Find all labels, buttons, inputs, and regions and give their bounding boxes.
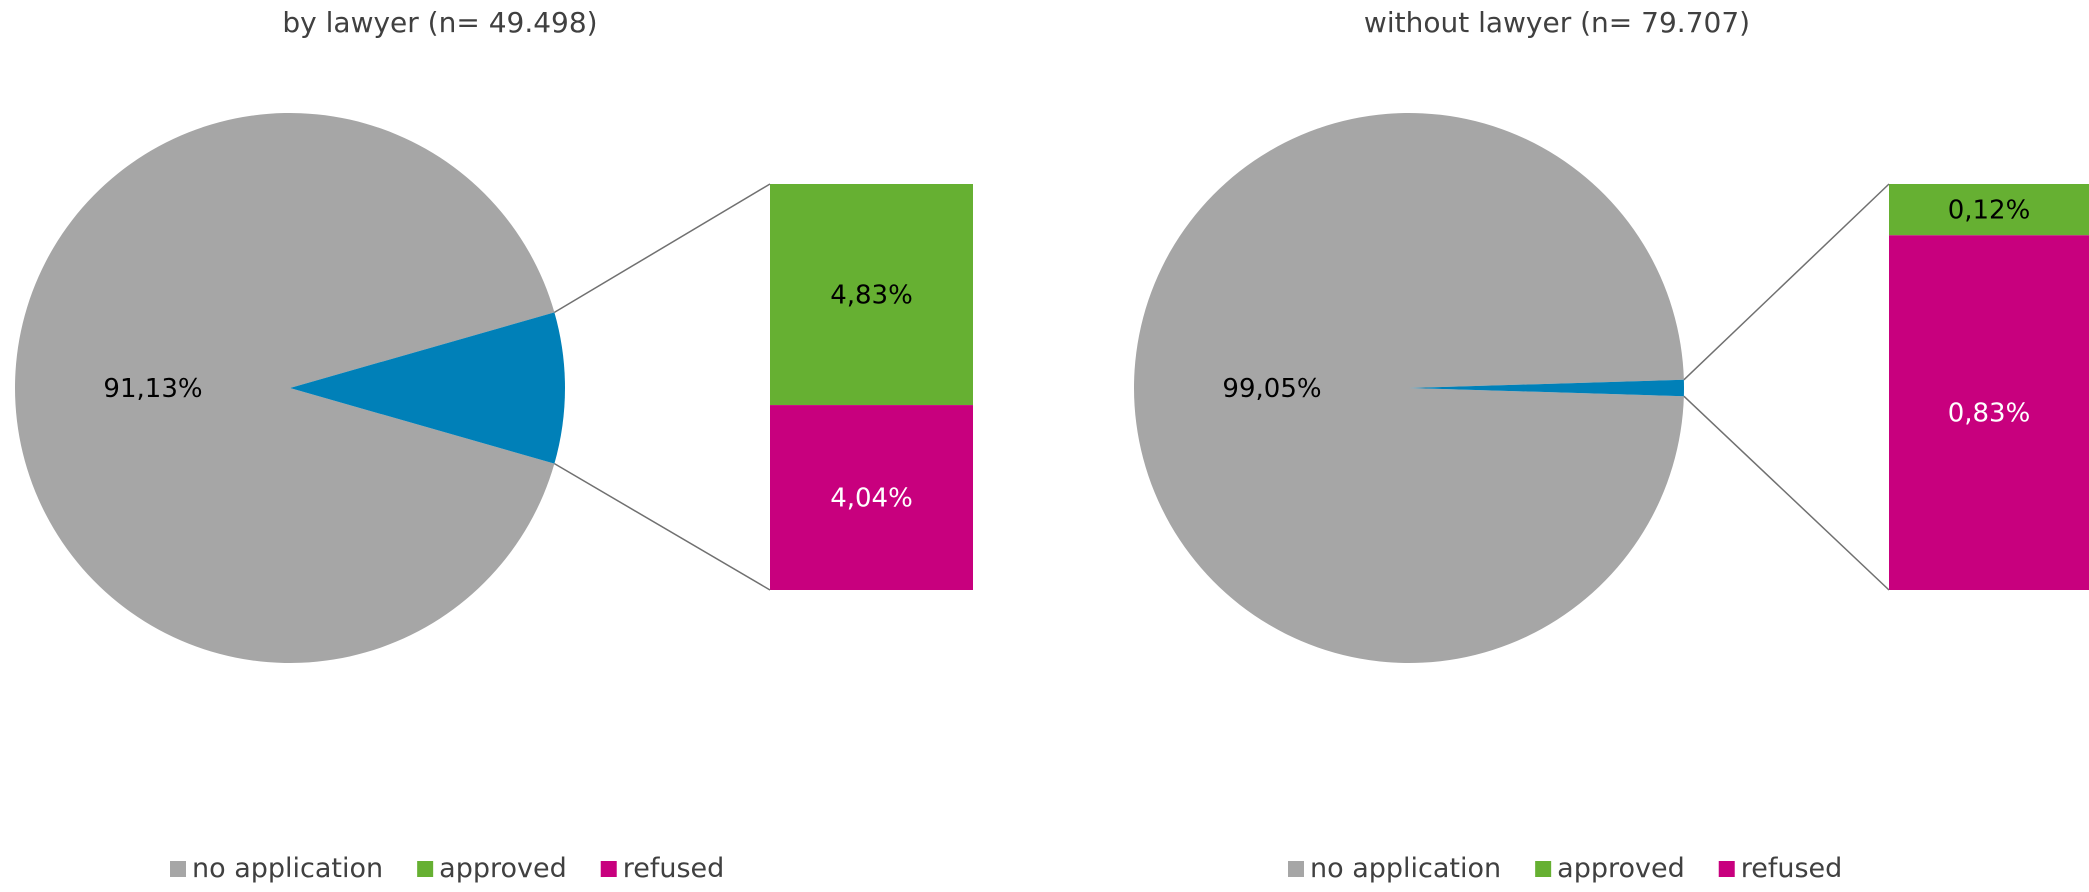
pie-label-no-application: 99,05% (1222, 374, 1321, 404)
pie-label-no-application: 91,13% (103, 374, 202, 404)
legend-swatch-refused (600, 861, 617, 877)
connector-line-bottom (554, 462, 771, 591)
pie-slice-no-application (1134, 113, 1684, 664)
bar-segment-approved (1889, 184, 2089, 236)
chart-title: without lawyer (n= 79.707) (1364, 6, 1750, 39)
legend-swatch-approved (1535, 861, 1552, 877)
connector-line-bottom (1683, 395, 1890, 591)
chart-2: without lawyer (n= 79.707) 99,05% 0,12% 0,8… (1134, 6, 2089, 884)
bar-label-refused: 4,04% (830, 484, 913, 514)
legend: no application approved refused (1288, 853, 1842, 884)
bar-segment-refused (1889, 235, 2089, 590)
bar-label-approved: 0,12% (1948, 196, 2031, 226)
bar-label-refused: 0,83% (1948, 399, 2031, 429)
chart-title: by lawyer (n= 49.498) (282, 6, 597, 39)
pie-slice-application (1409, 379, 1684, 397)
pie-slice-no-application (14, 113, 555, 663)
legend-label-approved: approved (439, 853, 567, 884)
connector-line-top (1683, 183, 1890, 381)
legend: no application approved refused (170, 853, 724, 884)
bar-label-approved: 4,83% (830, 281, 913, 311)
legend-label-refused: refused (623, 853, 725, 884)
legend-label-no-application: no application (192, 853, 383, 884)
bar-segment-refused (770, 405, 973, 590)
legend-swatch-no-application (170, 861, 186, 877)
chart-1: by lawyer (n= 49.498) 91,13% 4,83% 4,04% no … (14, 6, 973, 884)
legend-swatch-approved (417, 861, 434, 877)
legend-label-approved: approved (1557, 853, 1685, 884)
legend-swatch-no-application (1288, 861, 1304, 877)
legend-label-refused: refused (1741, 853, 1843, 884)
legend-swatch-refused (1718, 861, 1735, 877)
pie-slice-application (290, 312, 565, 464)
bar-segment-approved (770, 184, 973, 406)
connector-line-top (554, 183, 771, 314)
legend-label-no-application: no application (1310, 853, 1501, 884)
